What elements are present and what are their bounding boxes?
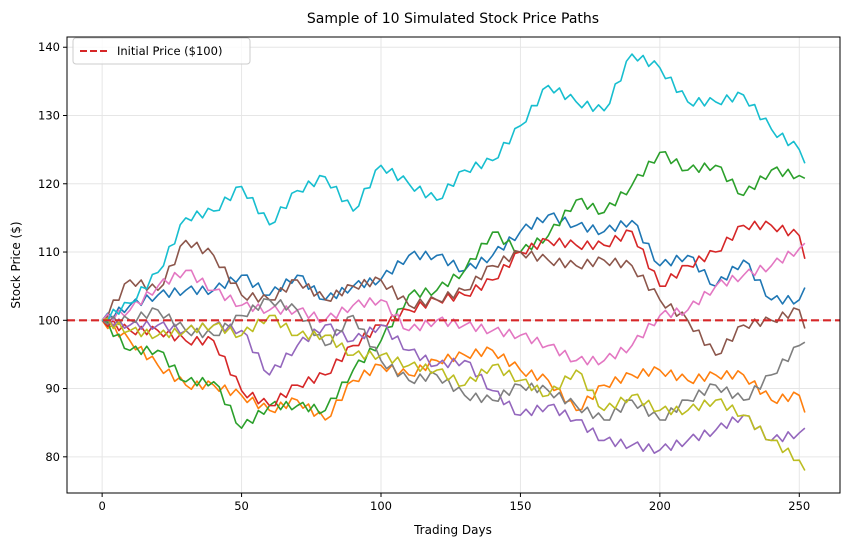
y-axis-label: Stock Price ($) xyxy=(9,221,23,308)
y-axis-ticks: 80 90 100 110 120 130 140 xyxy=(38,40,67,464)
plot-frame xyxy=(66,36,841,494)
x-tick-label: 0 xyxy=(98,499,105,513)
y-tick-label: 140 xyxy=(38,40,60,54)
series-line-2 xyxy=(101,319,806,421)
series-line-9 xyxy=(101,314,806,471)
x-tick-label: 200 xyxy=(649,499,671,513)
legend-label: Initial Price ($100) xyxy=(117,44,222,58)
series-line-3 xyxy=(101,151,806,429)
series-line-10 xyxy=(102,53,806,322)
x-tick-label: 50 xyxy=(234,499,249,513)
x-axis-ticks: 0 50 100 150 200 250 xyxy=(98,493,810,513)
y-tick-label: 90 xyxy=(45,382,60,396)
y-tick-label: 120 xyxy=(38,177,60,191)
legend: Initial Price ($100) xyxy=(72,37,251,65)
y-tick-label: 110 xyxy=(38,245,60,259)
series-line-4 xyxy=(101,220,806,407)
x-tick-label: 100 xyxy=(370,499,392,513)
x-tick-label: 250 xyxy=(788,499,810,513)
series-line-8 xyxy=(101,298,806,421)
x-axis-label: Trading Days xyxy=(413,523,492,537)
x-tick-label: 150 xyxy=(509,499,531,513)
series-lines xyxy=(101,53,806,471)
grid xyxy=(67,37,840,493)
y-tick-label: 130 xyxy=(38,109,60,123)
series-line-5 xyxy=(101,316,806,454)
y-tick-label: 80 xyxy=(45,450,60,464)
chart-title: Sample of 10 Simulated Stock Price Paths xyxy=(307,11,599,27)
series-line-6 xyxy=(101,239,806,356)
legend-box xyxy=(72,37,251,65)
series-line-7 xyxy=(101,242,806,366)
series-line-1 xyxy=(101,212,806,321)
y-tick-label: 100 xyxy=(38,313,60,327)
